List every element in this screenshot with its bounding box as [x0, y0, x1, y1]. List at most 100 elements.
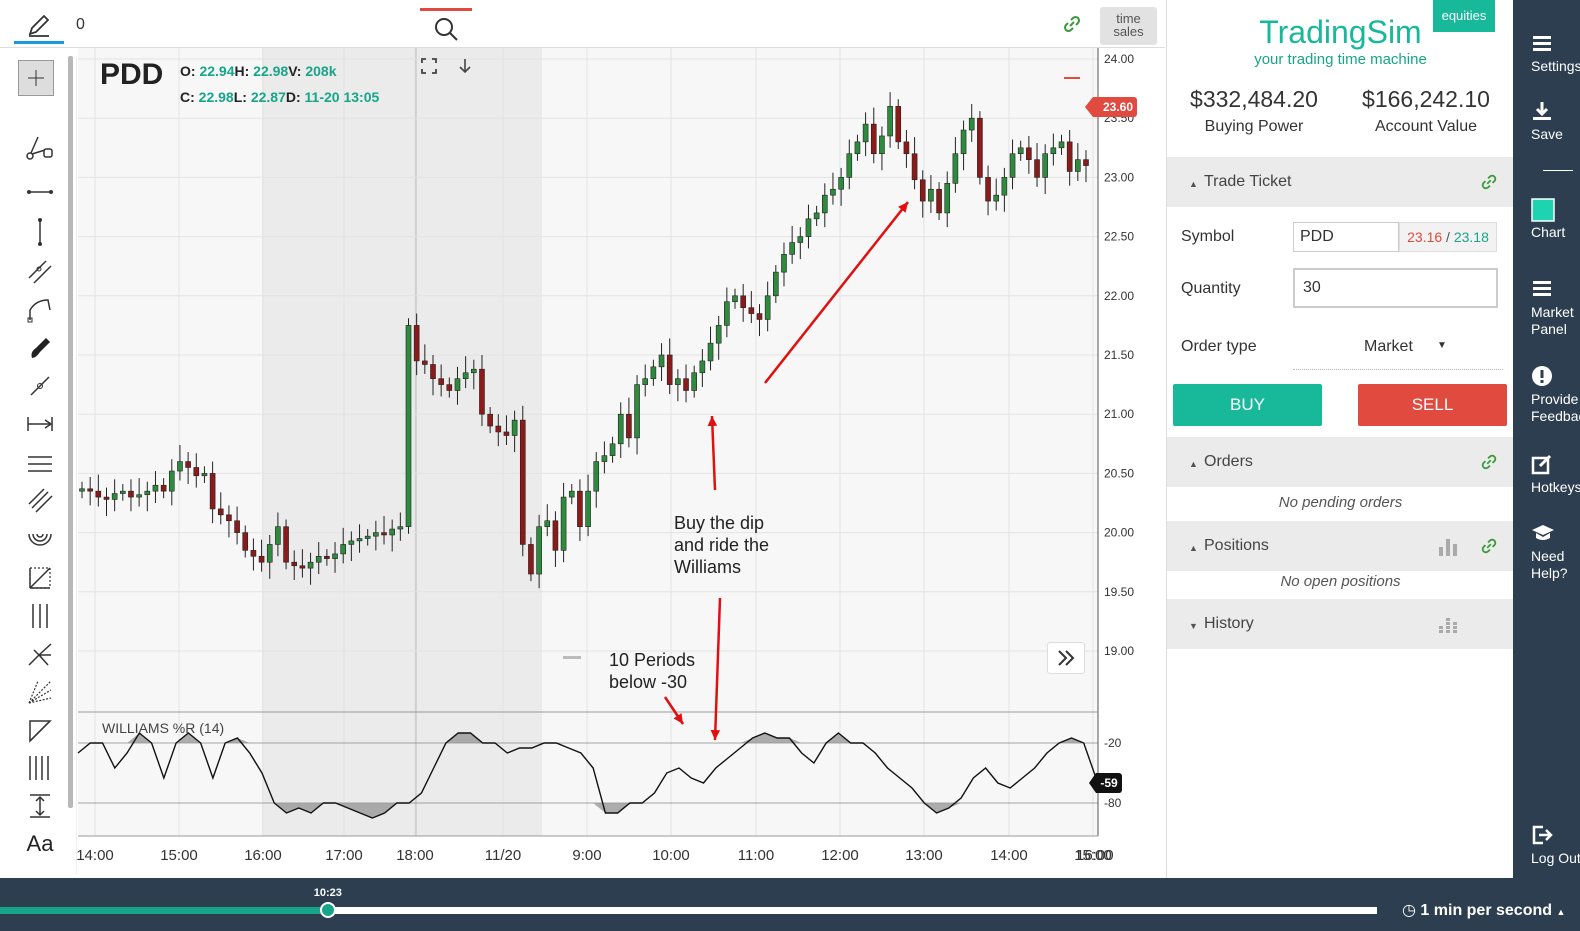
- crosshair-tool[interactable]: [18, 60, 54, 96]
- toolbar-scrollbar[interactable]: [68, 56, 73, 808]
- ohlc-line-2: C: 22.98L: 22.87D: 11-20 13:05: [180, 89, 379, 105]
- bar-chart-icon[interactable]: [1437, 535, 1459, 562]
- quantity-input[interactable]: [1293, 268, 1498, 308]
- horizontal-lines-tool[interactable]: [20, 448, 60, 480]
- candle-body: [650, 366, 657, 379]
- segment-tool[interactable]: [20, 370, 60, 402]
- bid-ask-quote: 23.16 / 23.18: [1399, 222, 1497, 252]
- link-icon[interactable]: [1480, 453, 1498, 476]
- nav-feedback[interactable]: Provide Feedback: [1531, 365, 1580, 425]
- time-sales-button[interactable]: time sales: [1100, 7, 1157, 45]
- channel-tool[interactable]: [20, 256, 60, 288]
- draw-tools-button[interactable]: [14, 8, 64, 44]
- candle-body: [128, 490, 134, 498]
- candle-body: [879, 135, 885, 155]
- candle-body: [291, 561, 298, 567]
- text-tool[interactable]: Aa: [26, 831, 54, 856]
- price-range-tool[interactable]: [20, 790, 60, 822]
- search-button[interactable]: [420, 8, 472, 46]
- stacked-chart-icon[interactable]: [1437, 613, 1459, 640]
- nav-save[interactable]: Save: [1531, 100, 1580, 143]
- ray-tool[interactable]: [20, 176, 60, 208]
- brush-tool[interactable]: [20, 332, 60, 364]
- triangle-tool[interactable]: [20, 714, 60, 746]
- nav-logout-label: Log Out: [1531, 850, 1580, 866]
- candle-body: [838, 177, 844, 190]
- fib-arc-tool[interactable]: [20, 522, 60, 554]
- measure-tool[interactable]: [20, 408, 60, 440]
- trade-ticket-header[interactable]: ▲ Trade Ticket: [1167, 157, 1514, 207]
- x-tick-label: 15:00: [160, 847, 198, 864]
- nav-hotkeys[interactable]: Hotkeys: [1531, 453, 1580, 496]
- indicator-value-tag: -59: [1089, 773, 1122, 793]
- scroll-to-latest-button[interactable]: [1047, 642, 1085, 674]
- candle-body: [185, 461, 191, 468]
- x-tick-label: 17:00: [325, 847, 363, 864]
- bid-price: 23.16: [1407, 229, 1443, 245]
- candle-body: [740, 295, 746, 308]
- nav-settings[interactable]: Settings: [1531, 32, 1580, 75]
- candle-body: [201, 473, 208, 477]
- volume-label: V:: [288, 63, 302, 79]
- y-tick-label: 23.00: [1104, 170, 1134, 184]
- zoom-out-button[interactable]: [556, 646, 588, 670]
- symbol-search-input[interactable]: [70, 10, 425, 40]
- gann-fan-tool[interactable]: [20, 676, 60, 708]
- playback-slider-handle[interactable]: [319, 902, 336, 918]
- candle-body: [585, 490, 591, 527]
- open-value: 22.94: [199, 63, 235, 79]
- candle-body: [1075, 159, 1081, 172]
- orders-header[interactable]: ▲ Orders: [1167, 437, 1514, 487]
- polyline-tool[interactable]: [20, 294, 60, 326]
- buying-power-label: Buying Power: [1204, 118, 1304, 135]
- candle-body: [544, 520, 551, 527]
- candle-body: [568, 490, 575, 498]
- volume-value: 208k: [305, 63, 337, 79]
- dip-arrow-head: [707, 416, 718, 427]
- price-chart[interactable]: 19.00 19.50 20.00 20.50 21.00 21.50 22.00 22.50…: [0, 0, 1165, 878]
- candle-body: [797, 236, 804, 243]
- nav-market-panel[interactable]: Market Panel: [1531, 278, 1580, 338]
- pitchfork-tool[interactable]: [20, 638, 60, 670]
- candle-body: [577, 490, 583, 527]
- gann-box-tool[interactable]: [20, 562, 60, 594]
- nav-chart[interactable]: Chart: [1531, 198, 1580, 241]
- buy-button[interactable]: BUY: [1173, 384, 1322, 426]
- candle-body: [756, 313, 763, 320]
- link-icon[interactable]: [1062, 14, 1082, 39]
- vertical-line-tool[interactable]: [20, 216, 60, 248]
- candle-body: [479, 368, 485, 415]
- indicator-title: WILLIAMS %R (14): [102, 720, 225, 736]
- x-tick-label: 11:00: [738, 847, 774, 864]
- nav-logout[interactable]: Log Out: [1531, 824, 1580, 867]
- y-tick-label: 22.50: [1104, 230, 1134, 244]
- sell-button[interactable]: SELL: [1358, 384, 1507, 426]
- candle-body: [1001, 177, 1008, 196]
- candle-body: [724, 301, 730, 326]
- history-header[interactable]: ▼ History: [1167, 599, 1514, 649]
- positions-header[interactable]: ▲ Positions: [1167, 521, 1514, 571]
- y-tick-label: 19.50: [1104, 585, 1134, 599]
- nav-help[interactable]: Need Help?: [1531, 522, 1580, 582]
- annotation-periods: 10 Periods below -30: [609, 650, 696, 692]
- ticket-symbol-input[interactable]: [1293, 222, 1399, 252]
- time-cycles-tool[interactable]: [20, 752, 60, 784]
- trendline-tool[interactable]: [20, 130, 60, 162]
- parallel-lines-tool[interactable]: [20, 600, 60, 632]
- arrow-down-icon[interactable]: [456, 57, 474, 80]
- vertical-line-icon: [38, 218, 42, 246]
- x-tick-label: 15:00: [1074, 847, 1112, 864]
- playback-progress-track[interactable]: [0, 907, 1377, 914]
- fib-channel-tool[interactable]: [20, 484, 60, 516]
- order-type-select[interactable]: Market ▼: [1293, 330, 1503, 370]
- candle-body: [977, 117, 983, 178]
- candle-body: [177, 461, 183, 472]
- link-icon[interactable]: [1480, 173, 1498, 196]
- x-tick-label: 14:00: [990, 847, 1028, 864]
- link-icon[interactable]: [1480, 537, 1498, 560]
- playback-speed-selector[interactable]: ◷ 1 min per second ▲: [1402, 900, 1565, 920]
- equities-badge[interactable]: equities: [1433, 0, 1495, 32]
- fullscreen-icon[interactable]: [420, 57, 438, 80]
- candle-body: [471, 368, 477, 374]
- measure-icon: [27, 417, 53, 431]
